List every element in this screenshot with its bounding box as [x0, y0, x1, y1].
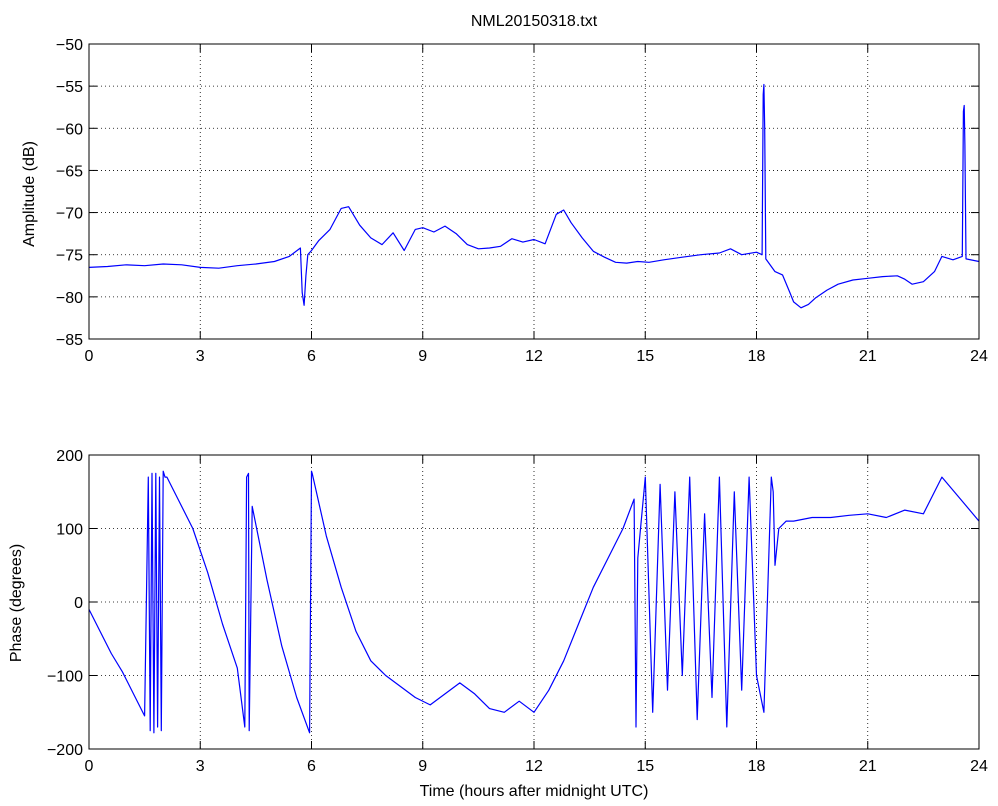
amplitude-series-line: [88, 83, 980, 309]
phase-grid: [89, 455, 979, 749]
amplitude-y-tick-label: −60: [56, 121, 83, 138]
amplitude-x-tick-label: 0: [85, 348, 94, 365]
phase-x-tick-label: 21: [859, 758, 877, 775]
phase-x-tick-label: 12: [525, 758, 543, 775]
amplitude-y-tick-label: −65: [56, 163, 83, 180]
amplitude-grid: [89, 44, 979, 339]
phase-ticks: 0 3 6 9 12 15 18 21 24 −200 −100 0 100 200: [47, 448, 988, 775]
phase-y-tick-label: 0: [74, 595, 83, 612]
amplitude-ticks: 0 3 6 9 12 15 18 21 24 −85 −80 −75 −70 −65 −60 −55 −50: [56, 37, 988, 365]
phase-x-axis-label: Time (hours after midnight UTC): [420, 783, 649, 800]
amplitude-y-tick-label: −75: [56, 248, 83, 265]
amplitude-x-tick-label: 6: [307, 348, 316, 365]
amplitude-y-tick-label: −50: [56, 37, 83, 54]
phase-y-tick-label: −100: [47, 669, 83, 686]
phase-axes: 0 3 6 9 12 15 18 21 24 −200 −100 0 100 200 Phase (deg…: [8, 448, 988, 800]
amplitude-x-tick-label: 9: [418, 348, 427, 365]
phase-x-tick-label: 6: [307, 758, 316, 775]
amplitude-x-tick-label: 15: [636, 348, 654, 365]
phase-x-tick-label: 0: [85, 758, 94, 775]
phase-y-tick-label: −200: [47, 742, 83, 759]
phase-x-tick-label: 15: [636, 758, 654, 775]
phase-series-line: [88, 470, 980, 734]
phase-x-tick-label: 24: [970, 758, 988, 775]
amplitude-y-tick-label: −70: [56, 206, 83, 223]
amplitude-y-tick-label: −85: [56, 332, 83, 349]
phase-y-tick-label: 100: [56, 522, 83, 539]
phase-series: [88, 470, 980, 734]
amplitude-y-tick-label: −55: [56, 79, 83, 96]
phase-x-tick-label: 9: [418, 758, 427, 775]
amplitude-axes: 0 3 6 9 12 15 18 21 24 −85 −80 −75 −70 −65 −60 −55 −50 A…: [21, 37, 988, 365]
amplitude-x-tick-label: 24: [970, 348, 988, 365]
phase-x-tick-label: 3: [196, 758, 205, 775]
amplitude-x-tick-label: 3: [196, 348, 205, 365]
phase-y-tick-label: 200: [56, 448, 83, 465]
figure-title: NML20150318.txt: [471, 13, 598, 30]
amplitude-x-tick-label: 12: [525, 348, 543, 365]
amplitude-x-tick-label: 21: [859, 348, 877, 365]
phase-x-tick-label: 18: [748, 758, 766, 775]
amplitude-y-tick-label: −80: [56, 290, 83, 307]
amplitude-series: [88, 83, 980, 309]
phase-y-axis-label: Phase (degrees): [8, 544, 25, 662]
amplitude-y-axis-label: Amplitude (dB): [21, 141, 38, 247]
amplitude-x-tick-label: 18: [748, 348, 766, 365]
